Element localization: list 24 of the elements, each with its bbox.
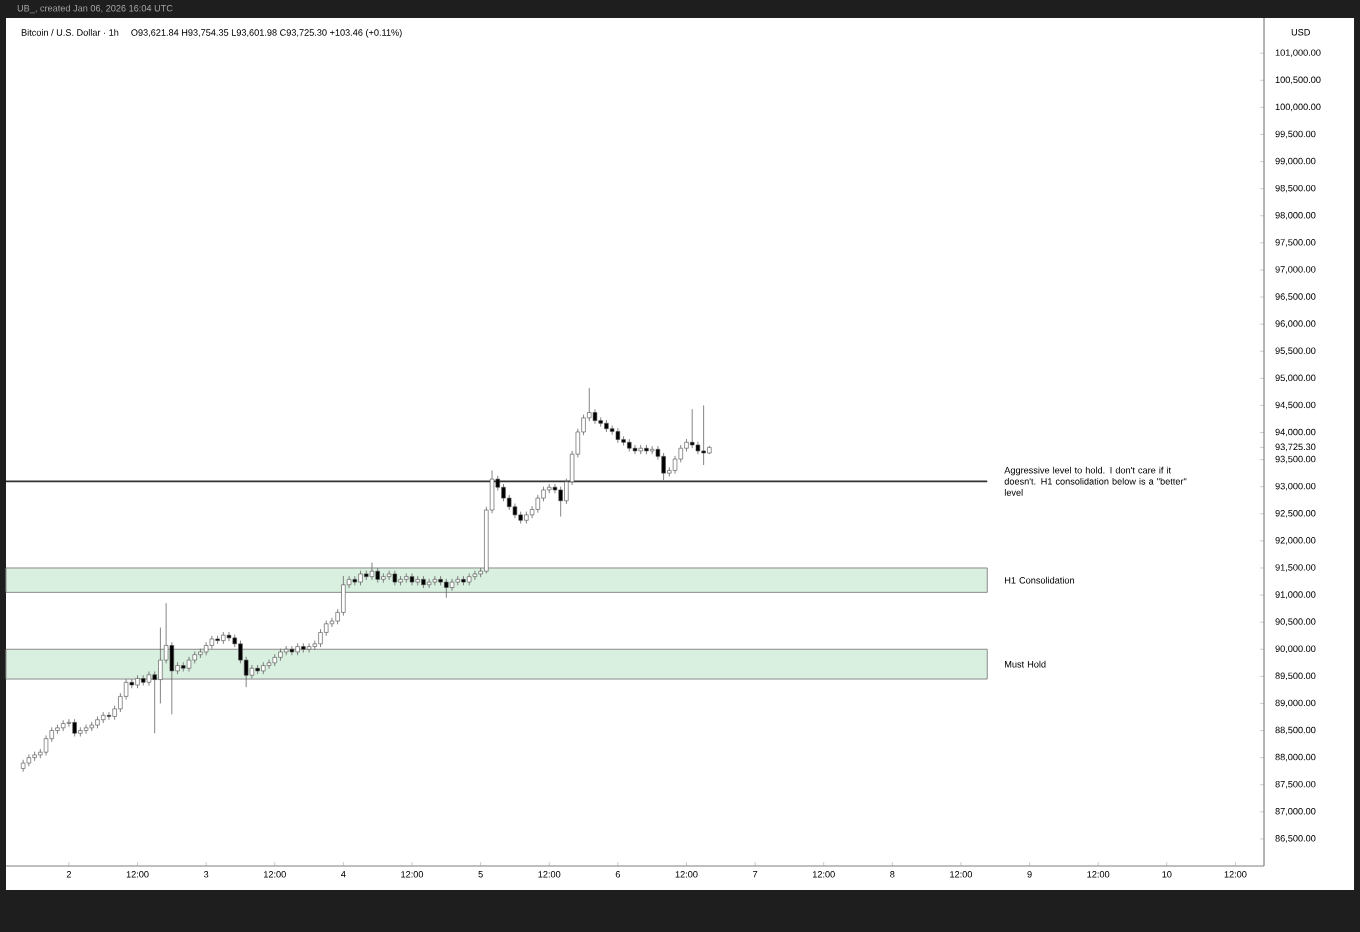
candlestick: [203, 641, 209, 656]
candlestick: [341, 575, 346, 617]
candlestick: [426, 578, 432, 589]
candlestick: [329, 617, 335, 628]
candlestick: [386, 570, 392, 581]
candlestick: [558, 486, 563, 517]
candlestick: [690, 408, 695, 449]
candlestick: [472, 570, 478, 581]
candlestick: [444, 578, 449, 599]
candlestick: [83, 724, 89, 735]
candlestick: [43, 735, 49, 756]
candlestick: [661, 452, 666, 481]
candlestick: [409, 573, 415, 586]
candlestick: [266, 659, 272, 670]
candlestick: [26, 753, 32, 767]
candlestick: [369, 562, 375, 581]
candlestick: [701, 405, 706, 466]
candlestick: [249, 664, 255, 679]
candlestick: [306, 642, 312, 653]
candlestick: [209, 635, 215, 650]
candlestick: [66, 718, 72, 728]
candlestick: [432, 575, 438, 586]
candlestick: [615, 427, 621, 444]
candlestick: [449, 578, 455, 592]
